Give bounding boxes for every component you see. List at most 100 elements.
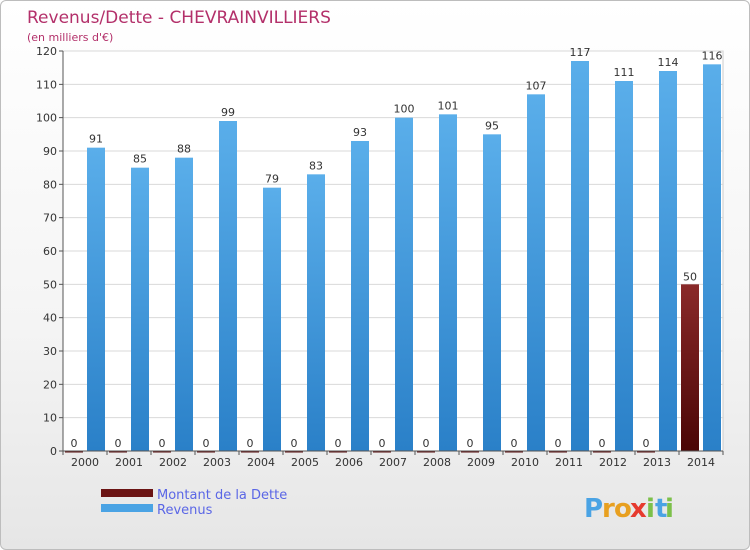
data-label-dette-2011: 0 xyxy=(555,437,562,450)
bar-revenus-2009 xyxy=(483,134,501,452)
y-tick-label: 60 xyxy=(43,245,57,258)
legend-swatch-dette xyxy=(101,489,153,497)
bar-revenus-2003 xyxy=(219,121,237,451)
data-label-revenus-2007: 100 xyxy=(394,103,415,116)
axes: 0 10 20 30 40 50 60 70 80 90 100 110 120 2000 2001 2002… xyxy=(36,45,724,469)
proxiti-logo: Pr ox i ti xyxy=(584,494,674,524)
data-label-revenus-2009: 95 xyxy=(485,119,499,132)
data-label-dette-2010: 0 xyxy=(511,437,518,450)
y-tick-label: 30 xyxy=(43,345,57,358)
data-label-revenus-2012: 111 xyxy=(614,66,635,79)
bar-dette-2010 xyxy=(505,451,523,453)
data-label-revenus-2003: 99 xyxy=(221,106,235,119)
bar-dette-2014 xyxy=(681,284,699,451)
bar-dette-2003 xyxy=(197,451,215,453)
x-tick-label: 2008 xyxy=(423,456,451,469)
data-label-dette-2004: 0 xyxy=(247,437,254,450)
bar-dette-2007 xyxy=(373,451,391,453)
data-label-dette-2001: 0 xyxy=(115,437,122,450)
logo-letter: i xyxy=(646,494,655,524)
bar-revenus-2013 xyxy=(659,71,677,451)
bar-dette-2011 xyxy=(549,451,567,453)
legend-label-revenus: Revenus xyxy=(157,503,213,518)
y-tick-label: 90 xyxy=(43,145,57,158)
y-tick-label: 10 xyxy=(43,412,57,425)
data-label-dette-2013: 0 xyxy=(643,437,650,450)
bar-revenus-2010 xyxy=(527,94,545,451)
data-label-dette-2009: 0 xyxy=(467,437,474,450)
bar-revenus-2001 xyxy=(131,167,149,451)
bar-dette-2000 xyxy=(65,451,83,453)
y-tick-label: 0 xyxy=(50,445,57,458)
y-tick-label: 40 xyxy=(43,312,57,325)
bar-revenus-2011 xyxy=(571,61,589,451)
bar-revenus-2004 xyxy=(263,187,281,451)
legend-swatch-revenus xyxy=(101,504,153,512)
data-label-dette-2014: 50 xyxy=(683,270,697,283)
x-tick-label: 2011 xyxy=(555,456,583,469)
y-tick-label: 80 xyxy=(43,178,57,191)
data-label-revenus-2013: 114 xyxy=(658,56,679,69)
data-label-revenus-2005: 83 xyxy=(309,159,323,172)
bar-revenus-2007 xyxy=(395,117,413,452)
x-tick-label: 2004 xyxy=(247,456,275,469)
data-label-revenus-2002: 88 xyxy=(177,143,191,156)
bar-revenus-2005 xyxy=(307,174,325,452)
y-tick-label: 110 xyxy=(36,78,57,91)
y-tick-label: 50 xyxy=(43,278,57,291)
data-label-revenus-2008: 101 xyxy=(438,99,459,112)
data-label-revenus-2010: 107 xyxy=(526,79,547,92)
data-label-dette-2000: 0 xyxy=(71,437,78,450)
data-label-dette-2006: 0 xyxy=(335,437,342,450)
y-tick-label: 100 xyxy=(36,112,57,125)
bar-revenus-2008 xyxy=(439,114,457,451)
legend-label-dette: Montant de la Dette xyxy=(157,488,287,503)
data-label-dette-2008: 0 xyxy=(423,437,430,450)
bars: 0 91 0 85 0 88 0 99 0 79 0 83 0 93 0 100 0 101 0 95 0 107 0 117… xyxy=(65,46,723,453)
logo-letter: r xyxy=(602,494,615,524)
bar-dette-2006 xyxy=(329,451,347,453)
legend: Montant de la Dette Revenus xyxy=(101,488,287,518)
bar-dette-2013 xyxy=(637,451,655,453)
y-tick-label: 20 xyxy=(43,378,57,391)
data-label-revenus-2014: 116 xyxy=(702,49,723,62)
bar-dette-2002 xyxy=(153,451,171,453)
bar-dette-2001 xyxy=(109,451,127,453)
x-tick-label: 2010 xyxy=(511,456,539,469)
data-label-dette-2003: 0 xyxy=(203,437,210,450)
bar-revenus-2002 xyxy=(175,157,193,451)
x-tick-label: 2002 xyxy=(159,456,187,469)
bar-dette-2005 xyxy=(285,451,303,453)
data-label-dette-2007: 0 xyxy=(379,437,386,450)
data-label-dette-2012: 0 xyxy=(599,437,606,450)
x-tick-label: 2006 xyxy=(335,456,363,469)
bar-revenus-2000 xyxy=(87,147,105,451)
bar-dette-2012 xyxy=(593,451,611,453)
data-label-revenus-2011: 117 xyxy=(570,46,591,59)
chart-title: Revenus/Dette - CHEVRAINVILLIERS xyxy=(27,8,331,28)
logo-letter: i xyxy=(665,494,674,524)
bar-revenus-2014 xyxy=(703,64,721,452)
x-tick-label: 2005 xyxy=(291,456,319,469)
y-tick-label: 120 xyxy=(36,45,57,58)
logo-letter: x xyxy=(630,494,647,524)
x-tick-label: 2009 xyxy=(467,456,495,469)
bar-dette-2009 xyxy=(461,451,479,453)
bar-dette-2008 xyxy=(417,451,435,453)
data-label-revenus-2001: 85 xyxy=(133,153,147,166)
x-tick-label: 2007 xyxy=(379,456,407,469)
logo-letter: P xyxy=(584,494,603,524)
data-label-revenus-2000: 91 xyxy=(89,133,103,146)
data-label-revenus-2004: 79 xyxy=(265,173,279,186)
x-tick-label: 2000 xyxy=(71,456,99,469)
x-tick-label: 2012 xyxy=(599,456,627,469)
bar-revenus-2012 xyxy=(615,81,633,451)
bar-dette-2004 xyxy=(241,451,259,453)
x-tick-label: 2014 xyxy=(687,456,715,469)
data-label-dette-2002: 0 xyxy=(159,437,166,450)
logo-letter: t xyxy=(655,494,667,524)
x-tick-label: 2013 xyxy=(643,456,671,469)
logo-letter: o xyxy=(614,494,632,524)
